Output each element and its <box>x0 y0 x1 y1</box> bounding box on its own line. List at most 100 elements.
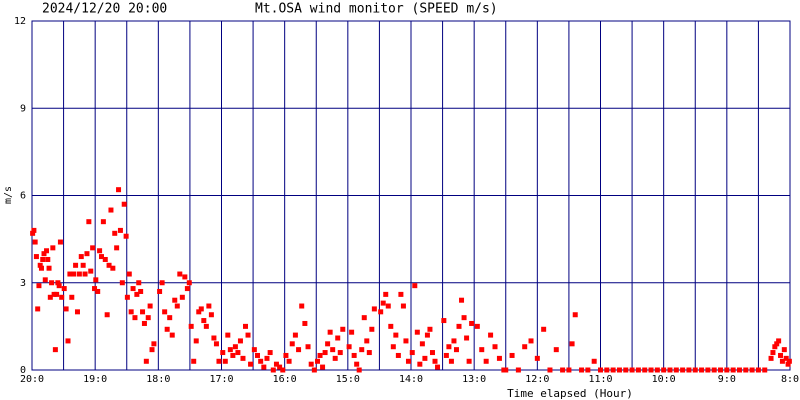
data-point <box>648 367 654 373</box>
data-point <box>483 358 489 364</box>
data-point <box>654 367 660 373</box>
data-point <box>110 265 116 271</box>
data-point <box>61 286 67 292</box>
data-point <box>528 338 534 344</box>
data-point <box>286 358 292 364</box>
data-point <box>49 280 55 286</box>
data-point <box>140 309 146 315</box>
data-point <box>36 283 42 289</box>
data-point <box>699 367 705 373</box>
data-point <box>378 309 384 315</box>
x-tick-label: 18:0 <box>146 374 170 385</box>
data-point <box>258 358 264 364</box>
data-point <box>325 341 331 347</box>
data-point <box>432 358 438 364</box>
data-point <box>579 367 585 373</box>
data-point <box>251 347 257 353</box>
data-point <box>132 315 138 321</box>
data-point <box>629 367 635 373</box>
data-point <box>222 358 228 364</box>
data-point <box>453 347 459 353</box>
data-point <box>213 341 219 347</box>
data-point <box>412 283 418 289</box>
data-point <box>388 323 394 329</box>
data-point <box>509 352 515 358</box>
x-tick-label: 20:0 <box>20 374 44 385</box>
data-point <box>337 350 343 356</box>
data-point <box>459 297 465 303</box>
data-point <box>772 344 778 350</box>
data-point <box>718 367 724 373</box>
data-point <box>335 335 341 341</box>
data-point <box>216 358 222 364</box>
data-point <box>711 367 717 373</box>
data-point <box>661 367 667 373</box>
data-point <box>616 367 622 373</box>
data-point <box>414 329 420 335</box>
data-point <box>496 355 502 361</box>
data-point <box>191 358 197 364</box>
data-point <box>93 277 99 283</box>
data-point <box>136 280 142 286</box>
x-tick-label: 10:0 <box>652 374 676 385</box>
data-point <box>237 338 243 344</box>
y-tick-label: 6 <box>20 191 26 202</box>
data-point <box>768 355 774 361</box>
data-point <box>569 341 575 347</box>
data-point <box>292 332 298 338</box>
data-point <box>40 256 46 262</box>
data-point <box>322 350 328 356</box>
data-point <box>422 355 428 361</box>
data-point <box>380 300 386 306</box>
data-point <box>393 332 399 338</box>
data-point <box>149 347 155 353</box>
data-point <box>446 344 452 350</box>
x-tick-label: 15:0 <box>336 374 360 385</box>
data-point <box>280 367 286 373</box>
data-point <box>37 262 43 268</box>
data-point <box>289 341 295 347</box>
data-point <box>157 288 163 294</box>
data-point <box>164 326 170 332</box>
data-point <box>95 288 101 294</box>
data-point <box>44 248 50 254</box>
data-point <box>151 341 157 347</box>
data-point <box>572 312 578 318</box>
data-point <box>786 358 792 364</box>
data-point <box>778 352 784 358</box>
data-point <box>308 361 314 367</box>
data-point <box>479 347 485 353</box>
data-point <box>371 306 377 312</box>
data-point <box>361 315 367 321</box>
data-point <box>245 332 251 338</box>
data-point <box>55 280 61 286</box>
data-point <box>724 367 730 373</box>
data-point <box>692 367 698 373</box>
data-point <box>443 352 449 358</box>
data-point <box>147 303 153 309</box>
data-point <box>566 367 572 373</box>
data-point <box>33 254 39 260</box>
data-point <box>541 326 547 332</box>
data-point <box>126 271 132 277</box>
data-point <box>534 355 540 361</box>
data-point <box>435 364 441 370</box>
data-point <box>667 367 673 373</box>
data-point <box>623 367 629 373</box>
data-point <box>466 358 472 364</box>
data-point <box>196 309 202 315</box>
data-point <box>114 245 120 251</box>
x-tick-label: 19:0 <box>83 374 107 385</box>
data-point <box>261 364 267 370</box>
data-point <box>736 367 742 373</box>
data-point <box>385 303 391 309</box>
data-point <box>128 309 134 315</box>
data-point <box>705 367 711 373</box>
x-tick-label: 17:0 <box>209 374 233 385</box>
data-point <box>267 350 273 356</box>
data-point <box>130 286 136 292</box>
data-point <box>159 280 165 286</box>
x-tick-label: 8:0 <box>781 374 799 385</box>
data-point <box>97 248 103 254</box>
